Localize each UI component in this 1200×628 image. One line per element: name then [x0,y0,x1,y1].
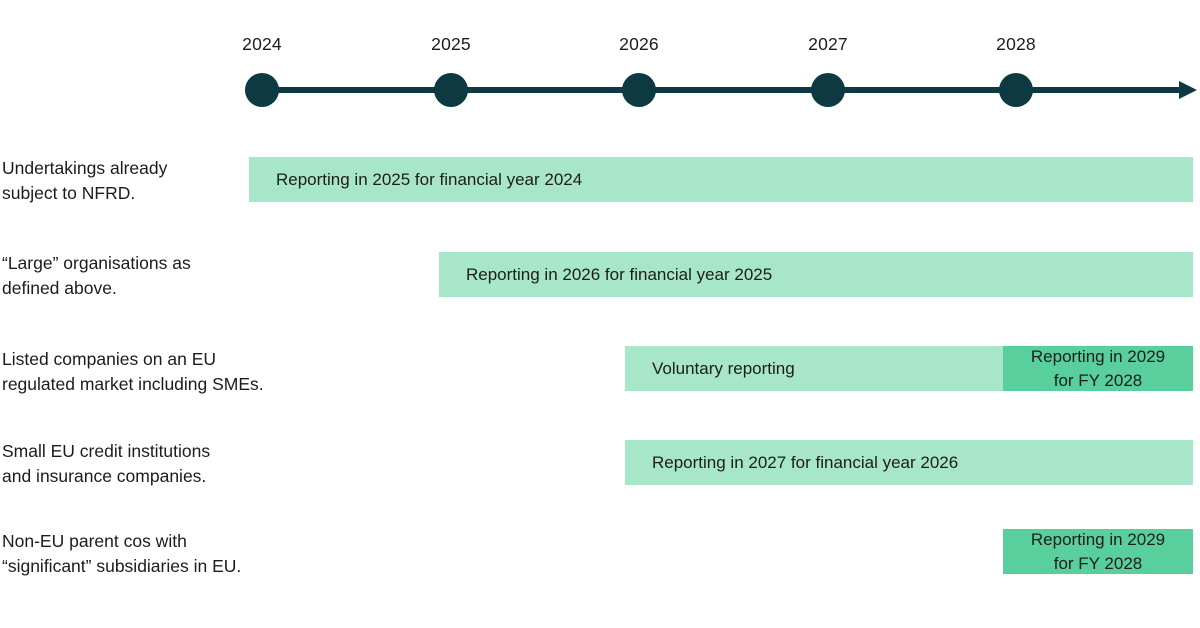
bar-text: Reporting in 2027 for financial year 202… [652,452,959,472]
row-label-credit-institutions: Small EU credit institutions and insuran… [2,439,322,489]
year-label-2027: 2027 [808,34,848,54]
bar-text: Reporting in 2029 [1030,529,1166,549]
row-label-non-eu-parents: Non-EU parent cos with “significant” sub… [2,529,322,579]
year-label-2028: 2028 [996,34,1036,54]
timeline-dot-2025 [434,73,468,107]
row-label-nfrd-undertakings: Undertakings already subject to NFRD. [2,156,322,206]
bar-voluntary-reporting: Voluntary reporting [625,346,1003,391]
timeline-dot-2024 [245,73,279,107]
timeline-dot-2028 [999,73,1033,107]
bar-reporting-2025-fy2024: Reporting in 2025 for financial year 202… [249,157,1193,202]
bar-reporting-2027-fy2026: Reporting in 2027 for financial year 202… [625,440,1193,485]
row-label-line: Listed companies on an EU [2,349,217,369]
bar-text: Voluntary reporting [652,358,795,378]
row-label-line: Undertakings already [2,158,168,178]
row-label-line: defined above. [2,278,117,298]
bar-text: Reporting in 2029 [1030,346,1166,366]
row-label-line: subject to NFRD. [2,183,136,203]
arrow-right-icon [1179,81,1197,99]
bar-text: for FY 2028 [1053,370,1143,390]
row-label-line: and insurance companies. [2,466,207,486]
bar-text: for FY 2028 [1053,553,1143,573]
bar-text: Reporting in 2025 for financial year 202… [276,169,583,189]
bar-text: Reporting in 2026 for financial year 202… [466,264,773,284]
year-label-2024: 2024 [242,34,282,54]
year-label-2025: 2025 [431,34,471,54]
year-label-2026: 2026 [619,34,659,54]
timeline-dot-2027 [811,73,845,107]
row-label-large-organisations: “Large” organisations as defined above. [2,251,322,301]
bar-reporting-2026-fy2025: Reporting in 2026 for financial year 202… [439,252,1193,297]
row-label-line: “significant” subsidiaries in EU. [2,556,242,576]
row-label-line: regulated market including SMEs. [2,374,264,394]
row-label-line: Small EU credit institutions [2,441,211,461]
row-label-listed-companies: Listed companies on an EU regulated mark… [2,347,322,397]
timeline-line [260,87,1182,93]
row-label-line: “Large” organisations as [2,253,191,273]
row-label-line: Non-EU parent cos with [2,531,187,551]
bar-reporting-2029-fy2028-listed: Reporting in 2029 for FY 2028 [1003,346,1193,391]
bar-reporting-2029-fy2028-non-eu: Reporting in 2029 for FY 2028 [1003,529,1193,574]
timeline-dot-2026 [622,73,656,107]
